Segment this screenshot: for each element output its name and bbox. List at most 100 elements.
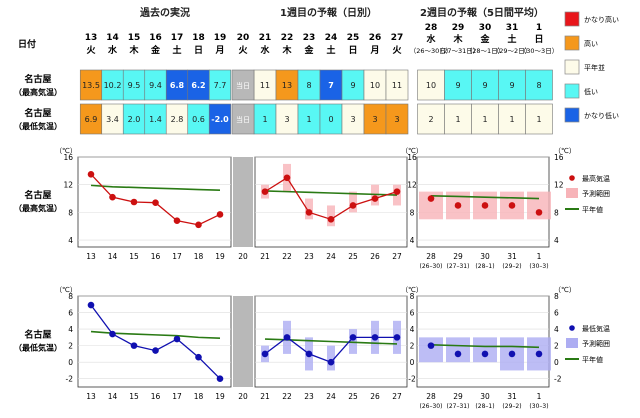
header-weekday-week2: 金 — [479, 33, 490, 45]
min-week2-value: 1 — [482, 115, 487, 124]
max-week2-cell — [471, 69, 499, 101]
min-week2-value: 1 — [455, 115, 460, 124]
section-title-week1: 1週目の予報（日別） — [280, 8, 377, 19]
max-xtick-week2-sub: (27–31) — [447, 263, 470, 270]
max-past-value: 6.8 — [170, 81, 185, 90]
max-obs-point-week1 — [371, 195, 379, 202]
min-week1-value: 3 — [350, 115, 355, 124]
min-legend-marker-range — [566, 338, 578, 348]
min-past-value: 1.4 — [149, 115, 162, 124]
max-week2-value: 8 — [536, 81, 541, 90]
min-week1-value: 0 — [328, 115, 333, 124]
min-xtick-week2-sub: (28–1) — [475, 403, 494, 410]
max-ytick-right: 12 — [554, 181, 564, 190]
max-obs-point-week1 — [349, 202, 357, 209]
max-xtick-past: 18 — [194, 252, 204, 261]
min-legend-marker-obs — [569, 325, 575, 331]
min-xtick-week2: 29 — [453, 392, 463, 401]
min-obs-point-past — [216, 375, 224, 383]
min-past-value: 0.6 — [192, 115, 205, 124]
min-xtick-week2-sub: (26–30) — [420, 403, 443, 410]
min-xtick-past: 16 — [151, 392, 161, 401]
max-week1-value: 13 — [282, 81, 292, 90]
min-range-week2 — [473, 337, 497, 363]
min-unit-right: （℃） — [554, 286, 576, 294]
max-past-value: 13.5 — [82, 81, 100, 90]
min-range-week1 — [327, 345, 335, 371]
max-xtick-week1: 27 — [392, 252, 402, 261]
max-obs-point-week2 — [508, 202, 516, 209]
min-week1-value: 3 — [284, 115, 289, 124]
max-legend-marker-range — [566, 188, 578, 198]
min-ytick-mid: -2 — [408, 375, 416, 384]
today-cell — [231, 69, 255, 101]
max-obs-point-week1 — [327, 216, 335, 223]
max-legend-label-range: 予測範囲 — [582, 189, 610, 198]
max-xtick-week2: 28 — [426, 252, 436, 261]
max-obs-point-past — [109, 193, 116, 201]
max-xtick-week1: 21 — [260, 252, 270, 261]
min-ytick-left: -2 — [66, 375, 74, 384]
min-ytick-left: 0 — [68, 358, 73, 367]
min-week2-cell — [471, 103, 499, 135]
min-ytick-right: -2 — [554, 375, 562, 384]
legend-swatch-vlow — [564, 107, 580, 123]
min-xtick-week2: 30 — [480, 392, 490, 401]
min-ytick-right: 0 — [554, 358, 559, 367]
max-obs-point-week2 — [454, 202, 462, 209]
max-week2-value: 10 — [426, 81, 436, 90]
header-weekday-week1: 金 — [303, 44, 314, 56]
min-week2-value: 2 — [428, 115, 433, 124]
max-chart-label: 名古屋 — [24, 189, 51, 201]
header-weekday-past: 金 — [150, 44, 161, 56]
header-day-week2: 1 — [536, 23, 542, 33]
max-xtick-week2: 1 — [537, 252, 542, 261]
min-ytick-right: 4 — [554, 325, 559, 334]
min-ytick-left: 4 — [68, 325, 73, 334]
max-legend-label-normal: 平年値 — [582, 205, 603, 214]
min-week2-cell — [525, 103, 553, 135]
min-past-value: 6.9 — [85, 115, 98, 124]
header-weekday-week2: 日 — [534, 34, 543, 45]
min-obs-point-week1 — [371, 334, 379, 341]
min-normal-line-week2 — [430, 344, 540, 349]
max-ytick-mid: 8 — [410, 208, 415, 217]
min-ytick-mid: 8 — [410, 292, 415, 301]
max-xtick-past: 16 — [151, 252, 161, 261]
max-obs-point-week2 — [535, 209, 543, 216]
max-range-week1 — [305, 198, 313, 220]
min-xtick-week1: 27 — [392, 392, 402, 401]
min-xtick-week2-sub: (27–31) — [447, 403, 470, 410]
min-range-week2 — [419, 337, 443, 363]
min-ytick-mid: 6 — [410, 309, 415, 318]
header-weekday-week1: 火 — [392, 45, 402, 56]
header-range-week2: （30〜3日） — [520, 47, 558, 55]
min-range-week2 — [446, 337, 470, 363]
max-xtick-week1: 25 — [348, 252, 358, 261]
max-legend-marker-obs — [569, 175, 575, 181]
max-xtick-past: 17 — [172, 252, 182, 261]
max-ytick-mid: 16 — [407, 153, 417, 162]
max-week2-cell — [525, 69, 553, 101]
header-weekday-week2: 土 — [507, 33, 516, 45]
legend-label-high: 高い — [584, 39, 598, 48]
max-ytick-right: 4 — [554, 236, 559, 245]
header-day-past: 17 — [171, 33, 184, 43]
max-obs-point-week2 — [427, 195, 435, 202]
max-today-bar — [233, 157, 253, 247]
min-legend-label-normal: 平年値 — [582, 355, 603, 364]
min-ytick-mid: 0 — [410, 358, 415, 367]
min-obs-point-week1 — [327, 358, 335, 366]
min-xtick-week1: 25 — [348, 392, 358, 401]
header-range-week2: （27〜31日） — [437, 47, 480, 55]
min-xtick-week1: 26 — [370, 392, 380, 401]
header-day-week1: 23 — [303, 33, 316, 43]
max-xtick-week2: 31 — [507, 252, 517, 261]
min-xtick-week1: 23 — [304, 392, 314, 401]
max-xtick-week1: 23 — [304, 252, 314, 261]
max-week1-value: 10 — [370, 81, 380, 90]
max-obs-point-past — [195, 221, 202, 229]
min-obs-point-week1 — [261, 350, 269, 358]
header-weekday-past: 月 — [214, 45, 224, 56]
